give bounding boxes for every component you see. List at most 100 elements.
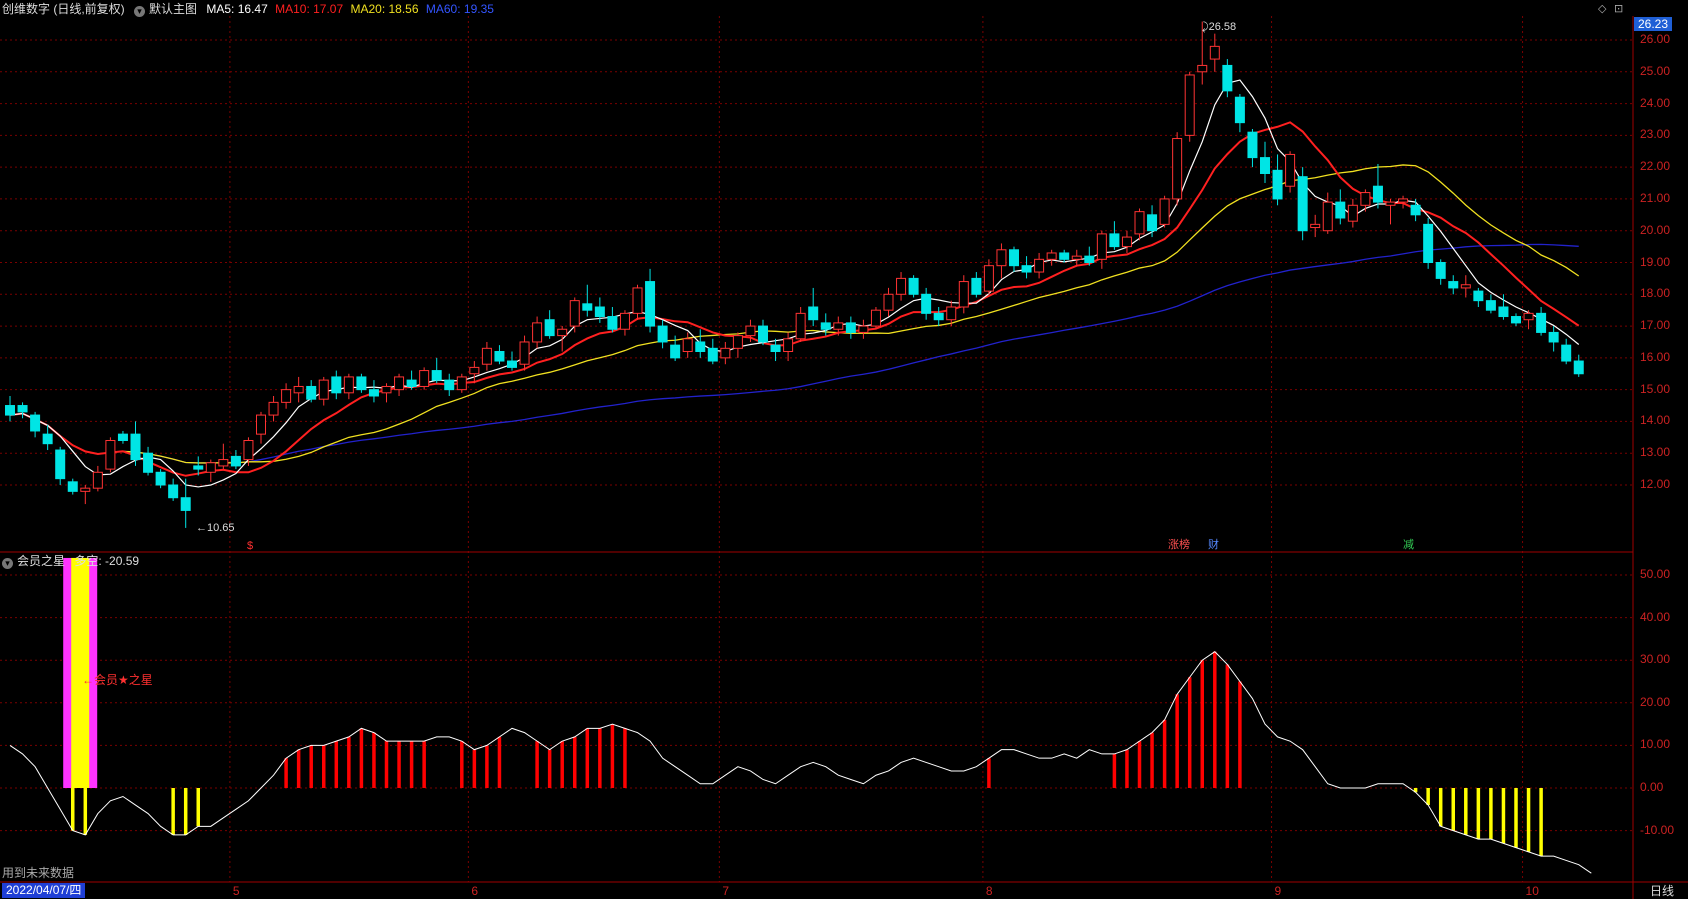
price-tick-label: 25.00	[1640, 63, 1671, 78]
candle-body	[168, 484, 179, 499]
marker-top-list[interactable]: 涨榜	[1168, 539, 1190, 551]
ma60-line	[9, 243, 1579, 464]
candle-body	[619, 312, 630, 330]
candle-body	[507, 360, 517, 368]
candle-body	[130, 433, 141, 461]
indicator-tick-label: 50.00	[1640, 567, 1671, 581]
candle-body	[682, 338, 693, 352]
candle-body	[858, 325, 869, 333]
candle-body	[30, 414, 41, 432]
candle-body	[1310, 223, 1321, 229]
candle-body	[1197, 64, 1208, 73]
candle-body	[1021, 265, 1032, 273]
indicator-star-annotation: ←会员★之星	[82, 673, 153, 687]
candle-body	[1423, 223, 1434, 264]
candle-body	[5, 405, 15, 416]
marker-finance[interactable]: 财	[1208, 539, 1219, 551]
candle-body	[921, 293, 932, 314]
price-tick-label: 18.00	[1640, 286, 1671, 301]
oscillator-series	[9, 557, 1592, 874]
candle-body	[243, 440, 254, 461]
candle-body	[1548, 331, 1559, 343]
candle-body	[80, 487, 91, 492]
month-tick-label: 6	[471, 884, 479, 898]
marker-dollar[interactable]: $	[247, 540, 254, 552]
candle-body	[1347, 204, 1358, 222]
candle-body	[770, 344, 781, 352]
candle-body	[1009, 249, 1019, 267]
candle-body	[306, 385, 317, 400]
moving-average-lines	[9, 79, 1580, 488]
candle-body	[1372, 185, 1383, 203]
candle-body	[607, 316, 618, 330]
ma20-label: MA20: 18.56	[350, 2, 419, 16]
candle-body	[1561, 344, 1572, 362]
price-tick-label: 21.00	[1640, 190, 1671, 205]
candle-body	[1071, 255, 1082, 260]
candle-body	[544, 319, 555, 337]
candle-body	[155, 471, 166, 486]
candle-body	[180, 497, 191, 511]
candle-body	[67, 481, 78, 492]
candle-body	[1297, 176, 1308, 232]
candle-body	[456, 376, 467, 391]
candle-body	[1498, 306, 1509, 318]
chevron-down-icon[interactable]: ▾	[2, 558, 13, 569]
candle-body	[431, 370, 442, 381]
candle-body	[1172, 138, 1183, 200]
candle-body	[193, 465, 204, 470]
candle-body	[1511, 316, 1521, 324]
candle-body	[845, 322, 856, 333]
candle-body	[105, 440, 116, 470]
marker-reduce[interactable]: 减	[1403, 539, 1414, 551]
candle-body	[343, 376, 354, 394]
candle-body	[1410, 204, 1421, 216]
candle-body	[1134, 211, 1145, 235]
candle-body	[419, 370, 430, 387]
candle-body	[582, 303, 593, 311]
candle-body	[1147, 214, 1158, 232]
candle-body	[268, 401, 279, 416]
month-tick-label: 9	[1274, 884, 1282, 898]
candle-body	[17, 405, 28, 413]
high-price-value: 26.58	[1208, 21, 1237, 33]
indicator-tick-label: 20.00	[1640, 694, 1671, 709]
candle-body	[494, 351, 505, 362]
candle-body	[758, 325, 768, 343]
candle-body	[971, 277, 982, 295]
indicator-tick-label: 30.00	[1640, 652, 1671, 667]
indicator-value: 多空: -20.59	[74, 554, 140, 568]
price-tick-label: 12.00	[1640, 477, 1671, 491]
candle-body	[532, 322, 543, 343]
ma5-label: MA5: 16.47	[206, 2, 268, 16]
candle-body	[883, 293, 894, 311]
price-tick-label: 19.00	[1640, 254, 1671, 269]
expand-icon[interactable]: ⊡	[1614, 3, 1624, 15]
candle-body	[92, 471, 103, 489]
price-tick-label: 14.00	[1640, 413, 1671, 428]
candle-body	[1096, 233, 1107, 260]
chevron-down-icon[interactable]: ▾	[134, 6, 146, 17]
candle-body	[1385, 201, 1396, 206]
ma10-line	[9, 121, 1580, 477]
candle-body	[1285, 153, 1296, 187]
candle-body	[1360, 192, 1371, 206]
candle-body	[833, 322, 844, 330]
candle-body	[983, 265, 994, 292]
price-tick-label: 20.00	[1640, 222, 1671, 237]
main-chart-label[interactable]: 默认主图	[149, 2, 198, 16]
indicator-title[interactable]: 会员之星	[17, 554, 66, 568]
candle-body	[1536, 312, 1547, 333]
candle-body	[230, 455, 241, 467]
diamond-icon[interactable]: ◇	[1598, 3, 1607, 15]
ma10-label: MA10: 17.07	[275, 2, 344, 16]
candle-body	[569, 300, 580, 327]
candle-body	[281, 389, 292, 403]
period-label[interactable]: 日线	[1650, 884, 1675, 898]
candle-body	[720, 347, 731, 359]
candle-body	[55, 449, 66, 480]
candle-body	[657, 325, 668, 343]
candle-body	[218, 459, 229, 467]
header-bar: 创维数字 (日线,前复权) ▾ 默认主图 MA5: 16.47 MA10: 17.…	[2, 1, 494, 17]
